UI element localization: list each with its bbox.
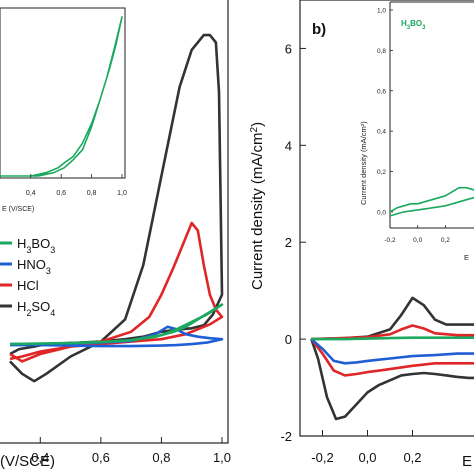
panel-a-x-tick-label: 0,6: [92, 450, 110, 465]
legend-label-hcl: HCl: [17, 278, 39, 293]
panel-b-y-tick-label: -2: [280, 429, 292, 444]
inset-b-bg: [390, 2, 474, 228]
inset-b-x-tick-label: 0,2: [441, 237, 450, 244]
inset-b-y-tick-label: 0,4: [377, 129, 386, 136]
inset-b-series-h3bo3-return-line: [389, 196, 474, 217]
panel-a-frame: [0, 0, 229, 444]
panel-a-x-label: (V/SCE): [0, 453, 55, 470]
panel-a-x-tick-label: 1,0: [213, 450, 231, 465]
inset-b-series: [389, 186, 474, 217]
panel-a-series-h3bo3-line: [9, 303, 224, 346]
inset-b-x-tick-label: -0,2: [384, 237, 396, 244]
inset-a-frame: [0, 7, 126, 179]
inset-b-y-tick-label: 0,6: [377, 88, 386, 95]
panel-b-x-tick-label: 0,2: [403, 450, 421, 465]
panel-b-y-tick-label: 4: [285, 138, 292, 153]
inset-b-series-h3bo3-line: [389, 186, 474, 213]
panel-a-series: [9, 33, 224, 383]
panel-b-x-tick-label: 0,0: [358, 450, 376, 465]
inset-b-y-label: Current density (mA/cm²): [359, 121, 368, 205]
inset-b-y-tick-label: 0,8: [377, 48, 386, 55]
panel-a-x-tick-label: 0,4: [31, 450, 49, 465]
inset-a-series: [0, 16, 123, 177]
inset-a-x-label: E (V/SCE): [2, 206, 34, 213]
inset-b-y-tick-label: 0,2: [377, 169, 386, 176]
legend-label-hno3: HNO3: [17, 257, 51, 276]
panel-b-frame: [299, 0, 474, 437]
panel-a-inset: 0,4 0,6 0,8 1,0 E (V/SCE): [0, 7, 127, 213]
panel-b-label: b): [312, 21, 326, 38]
panel-a-x-tick-label: 0,8: [152, 450, 170, 465]
panel-b-series-hcl-line: [310, 338, 474, 377]
panel-b-y-tick-label: 2: [285, 235, 292, 250]
legend-label-h2so4: H2SO4: [17, 299, 55, 318]
inset-b-x-label: E: [464, 253, 469, 262]
panel-b-y-tick-label: 6: [285, 41, 292, 56]
panel-b-y-label: Current density (mA/cm2): [249, 122, 267, 290]
inset-b-x-ticks: -0,2 0,0 0,2: [384, 225, 450, 244]
inset-b-y-tick-label: 1,0: [377, 8, 386, 15]
panel-a-legend: H3BO3 HNO3 HCl H2SO4: [0, 236, 55, 318]
panel-a-series-hcl-line: [9, 221, 224, 363]
panel-b-x-ticks: -0,2 0,0 0,2: [311, 430, 422, 465]
panel-b-series-h3bo3-line: [311, 336, 474, 341]
panel-b-series: [310, 296, 474, 421]
inset-b-y-ticks: 0,0 0,2 0,4 0,6 0,8 1,0: [377, 8, 393, 216]
panel-b-series-h2so4-line: [310, 338, 474, 421]
panel-b-y-ticks: -2 0 2 4 6: [280, 41, 306, 444]
panel-b-x-tick-label: -0,2: [311, 450, 333, 465]
inset-a-x-tick-label: 0,4: [26, 190, 36, 197]
panel-b-series-hno3-line: [310, 338, 474, 365]
inset-b-y-tick-label: 0,0: [377, 209, 386, 216]
panel-b: b) -2 0 2 4 6 -0,2 0,0 0,2 Current density (mA…: [249, 0, 474, 470]
legend-label-h3bo3: H3BO3: [17, 236, 55, 255]
inset-b-x-tick-label: 0,0: [413, 237, 422, 244]
inset-b-label: H3BO3: [401, 19, 426, 31]
inset-a-x-tick-label: 1,0: [117, 190, 127, 197]
inset-a-x-ticks: 0,4 0,6 0,8 1,0: [26, 174, 127, 197]
inset-a-x-tick-label: 0,6: [56, 190, 66, 197]
inset-a-x-tick-label: 0,8: [87, 190, 97, 197]
panel-a: 0,4 0,6 0,8 1,0 (V/SCE) H3BO3 HNO3 HCl H2SO4 0…: [0, 0, 231, 470]
panel-a-x-ticks: 0,4 0,6 0,8 1,0: [31, 437, 231, 465]
panel-b-inset: H3BO3 0,0 0,2 0,4 0,6 0,8 1,0 -0,2 0,0 0,2 Curr…: [359, 1, 474, 262]
panel-b-x-label: E: [462, 453, 472, 470]
panel-b-y-tick-label: 0: [285, 332, 292, 347]
inset-a-series-h3bo3-line: [0, 16, 123, 177]
